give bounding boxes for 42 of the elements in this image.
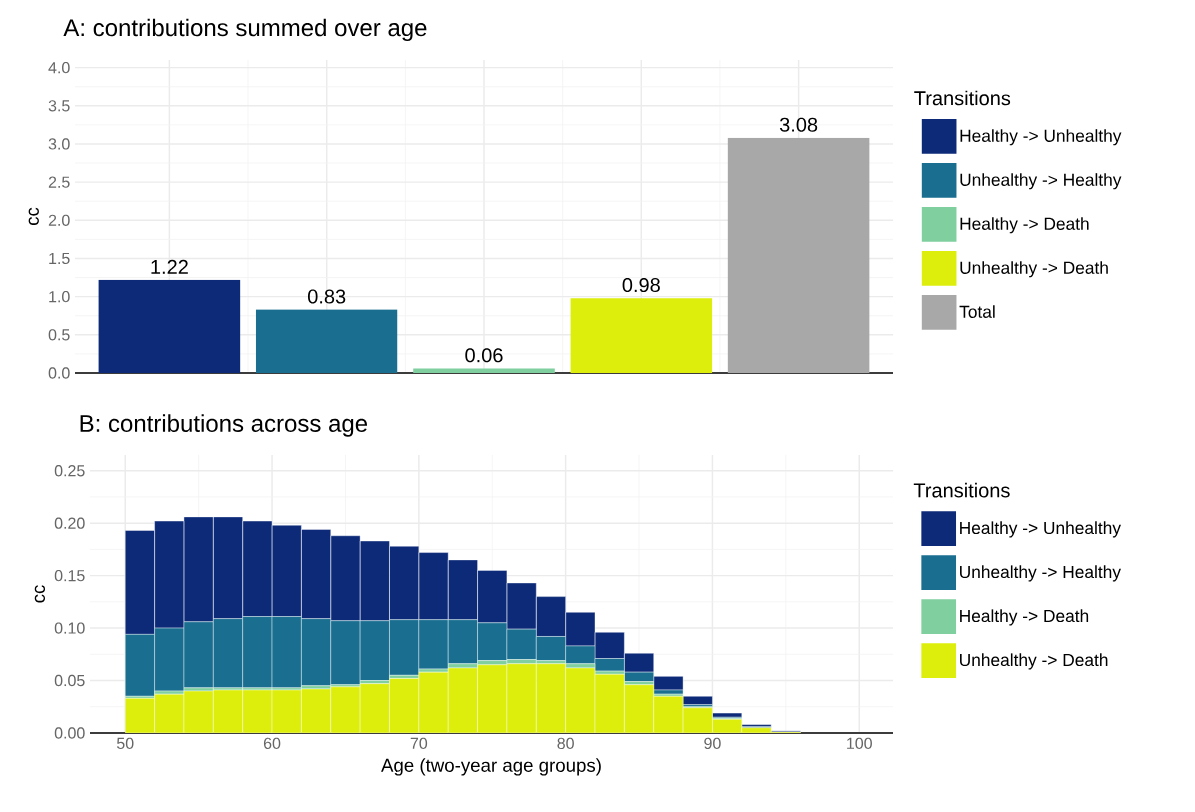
y-tick-label: 0.0 — [48, 367, 70, 379]
legend-label: Healthy -> Unhealthy — [960, 521, 1121, 538]
y-tick-label: 0.15 — [54, 569, 85, 582]
x-tick-label: 50 — [116, 737, 134, 750]
y-tick-label: 1.0 — [49, 290, 70, 303]
data-label: 0.06 — [465, 348, 503, 363]
x-axis-title: Age (two-year age groups) — [381, 758, 601, 776]
data-label: 0.83 — [308, 289, 346, 304]
legend-label: Unhealthy -> Healthy — [960, 173, 1122, 190]
legend-label: Healthy -> Death — [960, 217, 1089, 234]
legend-label: Unhealthy -> Death — [960, 653, 1108, 670]
x-tick-label: 100 — [847, 737, 872, 750]
chart-title: B: contributions across age — [80, 414, 368, 437]
y-tick-label: 4.0 — [48, 61, 70, 74]
chart-title: A: contributions summed over age — [63, 18, 427, 42]
legend-label: Healthy -> Unhealthy — [960, 129, 1122, 146]
x-tick-label: 70 — [410, 737, 428, 750]
legend-label: Total — [959, 305, 995, 318]
y-tick-label: 2.0 — [48, 214, 70, 226]
legend-label: Healthy -> Death — [960, 609, 1089, 626]
legend-title: Transitions — [914, 90, 1011, 106]
data-label: 0.98 — [622, 277, 660, 293]
y-tick-label: 0.25 — [54, 465, 85, 477]
y-axis-title: cc — [28, 207, 39, 226]
x-tick-label: 90 — [704, 737, 721, 750]
y-tick-label: 0.20 — [54, 517, 85, 529]
legend-label: Unhealthy -> Healthy — [960, 565, 1121, 582]
x-tick-label: 60 — [263, 737, 281, 750]
y-tick-label: 3.0 — [48, 138, 70, 150]
y-tick-label: 3.5 — [48, 100, 70, 112]
y-tick-label: 0.10 — [54, 622, 85, 634]
y-tick-label: 1.5 — [49, 252, 70, 265]
y-tick-label: 0.05 — [54, 674, 85, 687]
data-label: 3.08 — [779, 117, 818, 132]
y-tick-label: 0.00 — [54, 727, 85, 739]
y-axis-title: cc — [34, 585, 46, 603]
x-tick-label: 80 — [557, 737, 574, 750]
y-tick-label: 0.5 — [48, 329, 70, 341]
data-label: 1.22 — [151, 259, 188, 274]
legend-label: Unhealthy -> Death — [960, 261, 1108, 278]
y-tick-label: 2.5 — [48, 176, 70, 188]
legend-title: Transitions — [913, 482, 1010, 498]
